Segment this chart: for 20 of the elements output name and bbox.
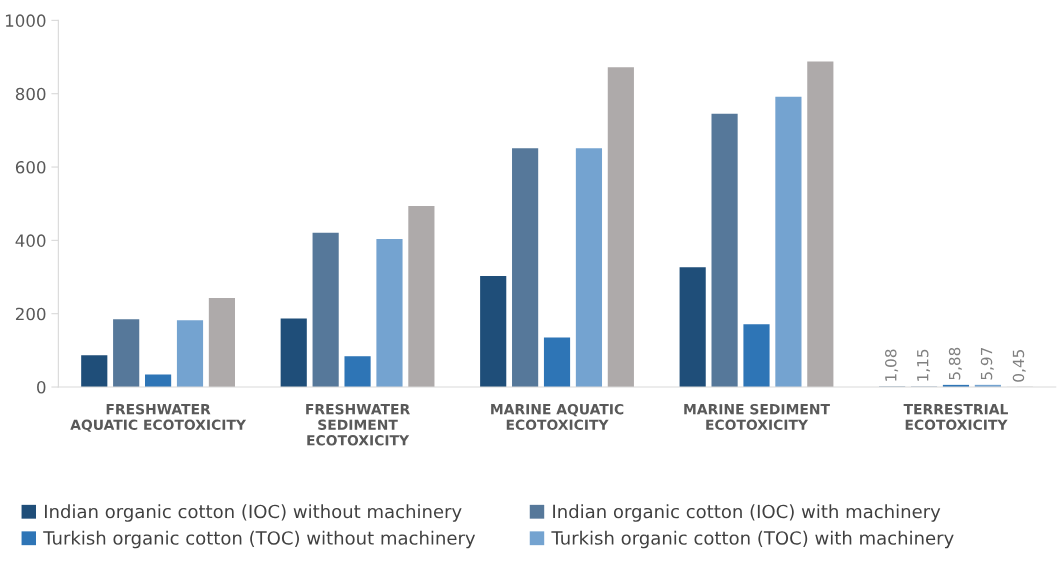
x-tick-label: TERRESTRIAL ECOTOXICITY [903,403,1008,430]
x-tick-label: FRESHWATER AQUATIC ECOTOXICITY [70,403,247,432]
x-tick-label: MARINE SEDIMENT ECOTOXICITY [684,403,830,430]
data-label: 5,88 [948,347,962,380]
y-tick-label: 400 [15,234,46,247]
y-tick-label: 200 [15,307,46,321]
legend-label: Turkish organic cotton (TOC) with machinery [551,530,954,549]
data-label: 5,97 [980,347,994,380]
data-label: 1,15 [917,349,931,381]
legend-label: Indian organic cotton (IOC) without machinery [44,504,462,522]
y-tick-label: 800 [15,87,46,101]
y-tick-label: 1000 [5,14,46,27]
legend-label: Indian organic cotton (IOC) with machinery [553,504,941,522]
data-label: 0,45 [1012,350,1026,382]
x-tick-label: MARINE AQUATIC ECOTOXICITY [491,403,624,430]
y-tick-label: 0 [37,380,46,394]
data-label: 1,08 [885,349,899,381]
x-tick-label: FRESHWATER SEDIMENT ECOTOXICITY [306,403,410,446]
legend-label: Turkish organic cotton (TOC) without machinery [43,530,476,549]
y-tick-label: 600 [15,161,46,174]
